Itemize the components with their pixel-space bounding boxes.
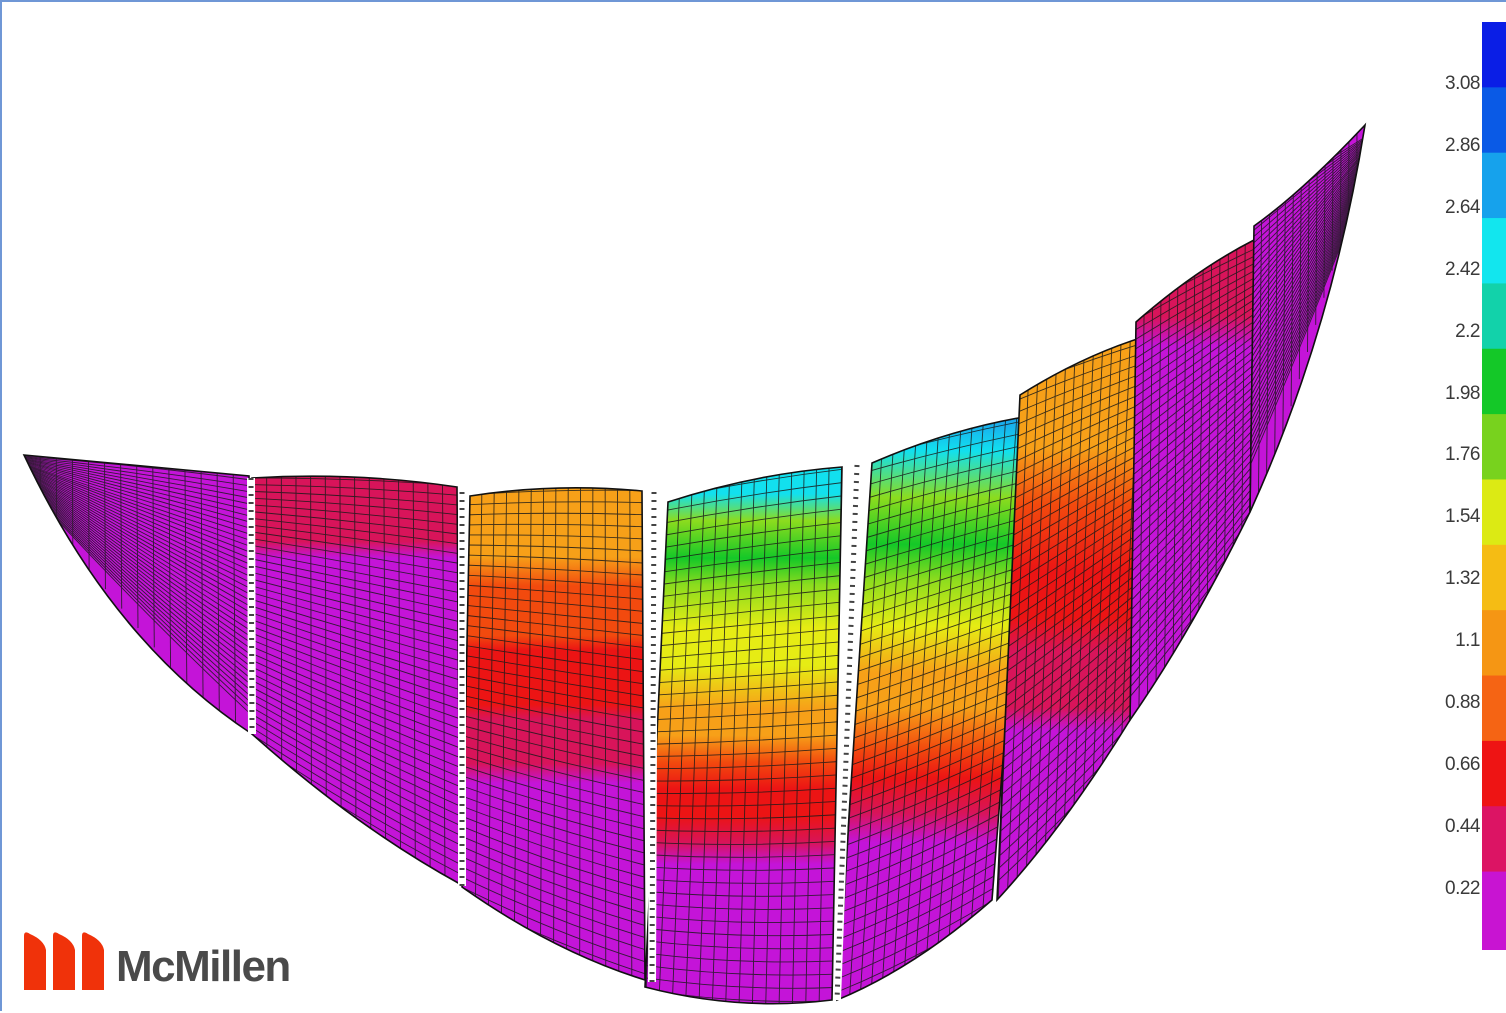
- legend-tick-label: 2.2: [1455, 321, 1480, 343]
- panel-2: [232, 448, 480, 914]
- legend-swatch: [1482, 676, 1506, 742]
- legend-swatch: [1482, 479, 1506, 545]
- legend-swatch: [1482, 545, 1506, 611]
- legend-tick-label: 2.64: [1445, 197, 1480, 219]
- legend-swatch: [1482, 872, 1506, 938]
- legend-tick-label: 0.22: [1445, 878, 1480, 900]
- panel-7: [1110, 210, 1274, 750]
- legend-swatch: [1482, 741, 1506, 807]
- legend-tick-label: 0.44: [1445, 816, 1480, 838]
- panel-4: [625, 437, 862, 1013]
- legend-swatch: [1482, 806, 1506, 872]
- legend-tick-label: 0.88: [1445, 692, 1480, 714]
- legend-swatch: [1482, 22, 1506, 88]
- legend-swatch: [1482, 87, 1506, 153]
- legend-tick-label: 1.32: [1445, 568, 1480, 590]
- legend-tick-label: 1.76: [1445, 444, 1480, 466]
- logo-mark-icon: [22, 928, 112, 992]
- legend-tick-label: 0.66: [1445, 754, 1480, 776]
- legend-tick-label: 3.08: [1445, 73, 1480, 95]
- legend-color-bar: [1482, 22, 1506, 950]
- legend-tick-label: 2.86: [1445, 135, 1480, 157]
- legend-tick-label: 1.98: [1445, 383, 1480, 405]
- legend-tick-label: 1.54: [1445, 506, 1480, 528]
- legend-swatch: [1482, 414, 1506, 480]
- legend-swatch: [1482, 349, 1506, 415]
- panel-8: [1230, 95, 1385, 542]
- legend-tick-label: 2.42: [1445, 259, 1480, 281]
- legend-tick-label: 1.1: [1455, 630, 1480, 652]
- legend-swatch: [1482, 610, 1506, 676]
- legend-swatch: [1482, 283, 1506, 349]
- logo-text: McMillen: [116, 942, 290, 992]
- legend-labels: 3.08 2.86 2.64 2.42 2.2 1.98 1.76 1.54 1.32 1.1 0.…: [1402, 2, 1482, 1013]
- panel-3: [442, 461, 665, 1010]
- legend-swatch: [1482, 218, 1506, 284]
- panel-1: [4, 425, 272, 764]
- legend-swatch: [1482, 153, 1506, 219]
